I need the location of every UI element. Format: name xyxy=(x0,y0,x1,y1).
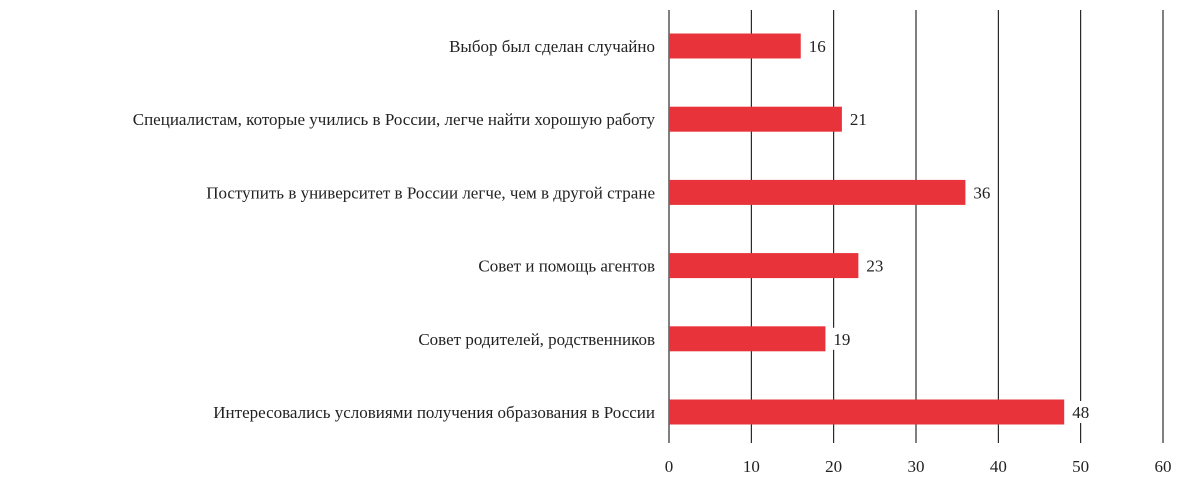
bar xyxy=(669,179,966,205)
category-label: Поступить в университет в России легче, … xyxy=(206,183,655,202)
bar xyxy=(669,106,842,132)
value-label-background xyxy=(831,327,854,350)
value-label: 19 xyxy=(833,330,850,349)
value-label: 16 xyxy=(809,37,826,56)
value-label: 23 xyxy=(866,257,883,276)
category-label: Специалистам, которые учились в России, … xyxy=(133,110,656,129)
x-tick-label: 10 xyxy=(743,457,760,476)
value-label-background xyxy=(864,254,887,277)
x-axis-ticks: 0 10 20 30 40 50 60 xyxy=(665,457,1172,476)
x-tick-label: 0 xyxy=(665,457,674,476)
bar xyxy=(669,33,801,59)
value-label: 48 xyxy=(1072,403,1089,422)
category-labels: Выбор был сделан случайно Специалистам, к… xyxy=(133,37,656,422)
value-label-background xyxy=(806,35,829,57)
x-tick-label: 50 xyxy=(1072,457,1089,476)
x-tick-label: 30 xyxy=(908,457,925,476)
value-labels: 16 21 36 23 19 48 xyxy=(806,35,1093,423)
value-label: 21 xyxy=(850,110,867,129)
category-label: Совет и помощь агентов xyxy=(478,257,655,276)
x-tick-label: 40 xyxy=(990,457,1007,476)
bar xyxy=(669,399,1065,425)
bar xyxy=(669,326,826,352)
value-label-background xyxy=(847,108,870,131)
x-tick-label: 20 xyxy=(825,457,842,476)
category-label: Выбор был сделан случайно xyxy=(449,37,655,56)
value-label: 36 xyxy=(973,183,990,202)
x-tick-label: 60 xyxy=(1155,457,1172,476)
grid-lines xyxy=(668,10,1164,443)
bar xyxy=(669,253,859,279)
value-label-background xyxy=(1070,401,1093,423)
bars xyxy=(669,33,1065,425)
category-label: Совет родителей, родственников xyxy=(418,330,655,349)
category-label: Интересовались условиями получения образ… xyxy=(213,403,655,422)
value-label-background xyxy=(971,181,994,204)
